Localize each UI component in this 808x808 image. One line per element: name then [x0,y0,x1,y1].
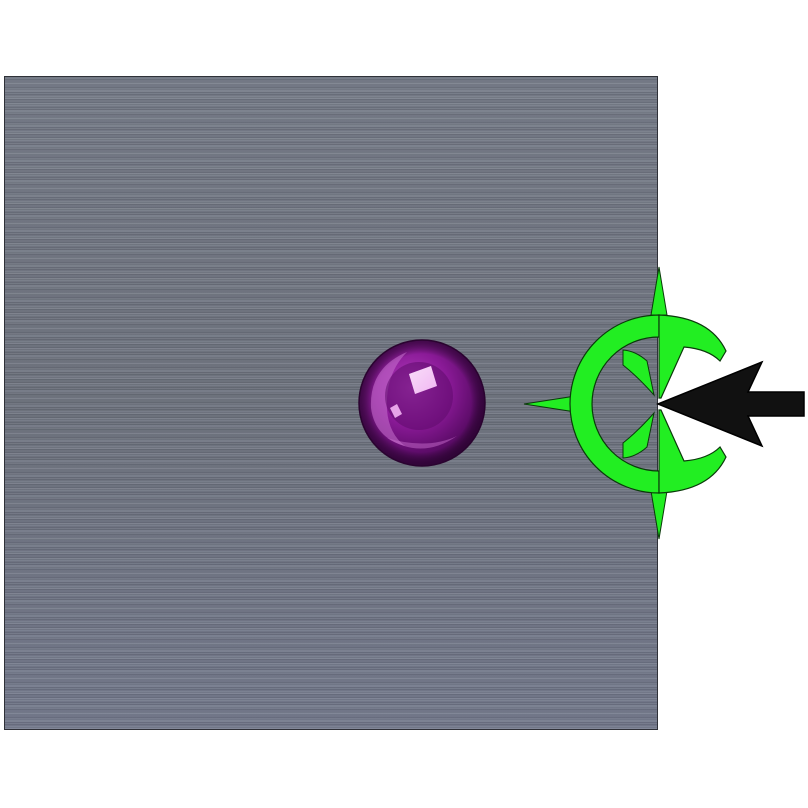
black-push-arrow-icon[interactable] [654,358,808,450]
green-gripper-crosshair-icon[interactable] [520,265,730,545]
sphere-ball-icon[interactable] [357,338,487,468]
